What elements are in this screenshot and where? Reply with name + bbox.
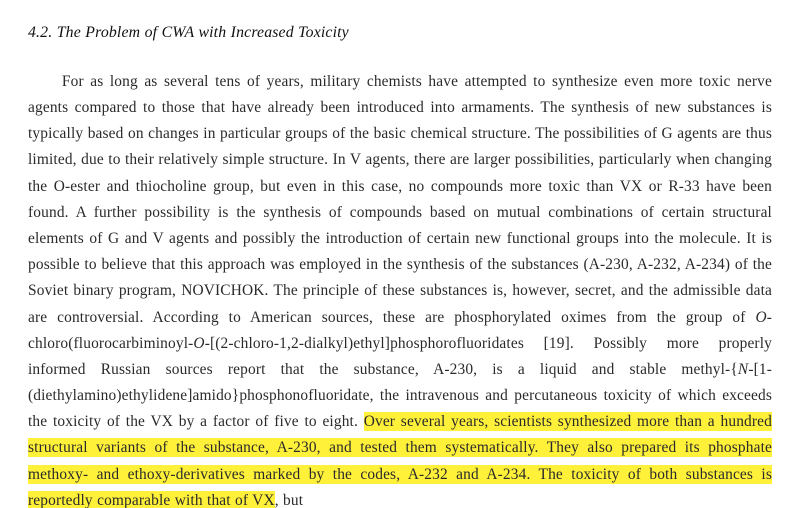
italic-o-1: O [755,309,766,326]
section-heading: 4.2. The Problem of CWA with Increased T… [28,20,772,47]
italic-n: N [738,361,748,378]
body-paragraph: For as long as several tens of years, mi… [28,69,772,508]
document-page: 4.2. The Problem of CWA with Increased T… [0,0,800,508]
section-number: 4.2. [28,24,52,41]
body-text-seg1: For as long as several tens of years, mi… [28,73,772,326]
section-title: The Problem of CWA with Increased Toxici… [57,24,349,41]
italic-o-2: O [193,335,204,352]
body-text-seg8: , but [275,492,303,508]
